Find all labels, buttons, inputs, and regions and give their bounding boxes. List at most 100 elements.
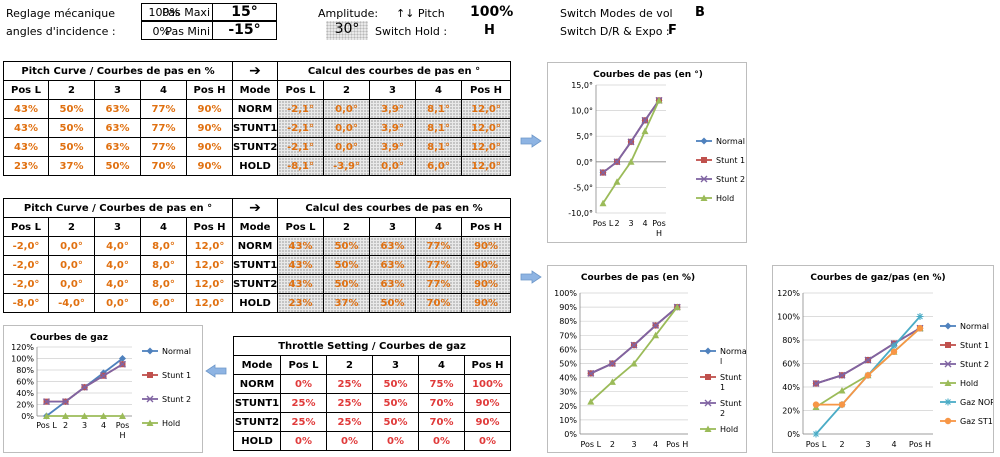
y-tick-label: 10,0° [571,107,593,116]
maxi-pct-cell[interactable]: 100% Pas Maxi [141,3,213,21]
value-cell[interactable]: 0,0° [94,293,141,313]
value-cell[interactable]: 90% [185,99,234,119]
y-tick-label: 80% [559,317,577,326]
value-cell[interactable]: 0% [372,431,419,451]
value-cell[interactable]: 77% [140,118,187,138]
value-cell[interactable]: 90% [185,156,234,176]
pitch-value[interactable]: 100% [470,4,514,20]
data-point [627,158,635,165]
value-cell[interactable]: 100% [463,374,512,394]
value-cell[interactable]: 0% [280,374,327,394]
value-cell[interactable]: -4,0° [48,293,95,313]
mini-value-cell[interactable]: -15° [212,21,277,40]
legend-marker [704,347,712,355]
y-tick-label: 60% [559,345,577,354]
value-cell[interactable]: 12,0° [185,274,234,294]
value-cell[interactable]: 77% [140,137,187,157]
data-point [916,313,924,320]
value-cell[interactable]: 0,0° [48,255,95,275]
value-cell[interactable]: 50% [48,99,95,119]
value-cell[interactable]: 43% [3,99,49,119]
value-cell[interactable]: 0% [418,431,465,451]
value-cell[interactable]: 8,0° [140,255,187,275]
value-cell[interactable]: 8,0° [140,274,187,294]
value-cell[interactable]: 50% [372,393,419,413]
y-tick-label: 10% [559,416,577,425]
value-cell[interactable]: 43% [3,137,49,157]
value-cell[interactable]: 12,0° [185,293,234,313]
value-cell[interactable]: 63% [94,137,141,157]
y-tick-label: 20% [559,402,577,411]
value-cell[interactable]: 50% [48,118,95,138]
value-cell: 70% [415,293,463,313]
value-cell[interactable]: 77% [140,99,187,119]
value-cell[interactable]: 50% [94,156,141,176]
column-header: Pos L [3,80,49,100]
value-cell[interactable]: 70% [418,393,465,413]
value-cell[interactable]: -2,0° [3,236,49,256]
value-cell[interactable]: 0,0° [48,274,95,294]
value-cell[interactable]: 37% [48,156,95,176]
y-tick-label: 0% [787,430,800,439]
maxi-value-cell[interactable]: 15° [212,3,277,21]
value-cell[interactable]: 50% [372,412,419,432]
switch-dr-value[interactable]: F [668,23,677,38]
value-cell[interactable]: 0% [463,431,512,451]
value-cell: 90% [461,255,512,275]
value-cell[interactable]: 25% [326,412,373,432]
column-header: Pos L [280,355,327,375]
amplitude-value: 30° [334,21,360,37]
value-cell[interactable]: 43% [3,118,49,138]
value-cell[interactable]: 23% [3,156,49,176]
value-cell[interactable]: 0% [326,431,373,451]
value-cell[interactable]: 12,0° [185,236,234,256]
value-cell: 77% [415,255,463,275]
value-cell[interactable]: 70% [418,412,465,432]
switch-modes-value[interactable]: B [695,5,705,20]
value-cell[interactable]: 0% [280,431,327,451]
value-cell[interactable]: 25% [280,412,327,432]
value-cell[interactable]: 90% [463,393,512,413]
column-header: 4 [140,217,187,237]
data-point [890,348,898,355]
value-cell[interactable]: 8,0° [140,236,187,256]
chart-pas-deg: Courbes de pas (en °) 15,0° 10,0° 5,0° 0,0° -… [547,62,747,243]
switch-hold-value[interactable]: H [484,23,495,38]
value-cell[interactable]: 75% [418,374,465,394]
value-cell[interactable]: 90% [185,118,234,138]
legend-marker [944,379,952,386]
chart-gaz-pas: Courbes de gaz/pas (en %) 120% 100% 80% 60% 4… [772,265,994,453]
value-cell[interactable]: 90% [185,137,234,157]
data-point [608,360,616,367]
value-cell[interactable]: 25% [280,393,327,413]
mini-pct-cell[interactable]: 0% Pas Mini [141,21,213,40]
value-cell[interactable]: 0,0° [48,236,95,256]
value-cell[interactable]: 12,0° [185,255,234,275]
value-cell: 8,1° [415,137,463,157]
value-cell[interactable]: -8,0° [3,293,49,313]
value-cell[interactable]: 63% [94,118,141,138]
value-cell: 63% [369,255,417,275]
value-cell[interactable]: 6,0° [140,293,187,313]
column-header: Pos H [185,217,234,237]
value-cell[interactable]: 70% [140,156,187,176]
value-cell[interactable]: 63% [94,99,141,119]
value-cell[interactable]: 50% [48,137,95,157]
value-cell[interactable]: 25% [326,374,373,394]
column-header: Mode [233,355,281,375]
data-point [630,341,638,349]
value-cell[interactable]: -2,0° [3,255,49,275]
value-cell[interactable]: 4,0° [94,236,141,256]
value-cell[interactable]: 25% [326,393,373,413]
data-point [838,387,846,394]
value-cell: 8,1° [415,118,463,138]
value-cell[interactable]: 90% [463,412,512,432]
value-cell[interactable]: -2,0° [3,274,49,294]
x-tick-label: 3 [82,421,87,430]
value-cell[interactable]: 4,0° [94,255,141,275]
value-cell[interactable]: 50% [372,374,419,394]
value-cell[interactable]: 4,0° [94,274,141,294]
table-row: 43% 50% 63% 77% 90% STUNT1 -2,1° 0,0° 3,9° 8,1° 12… [3,118,512,138]
mode-cell: NORM [233,374,281,394]
value-cell: 3,9° [369,118,417,138]
